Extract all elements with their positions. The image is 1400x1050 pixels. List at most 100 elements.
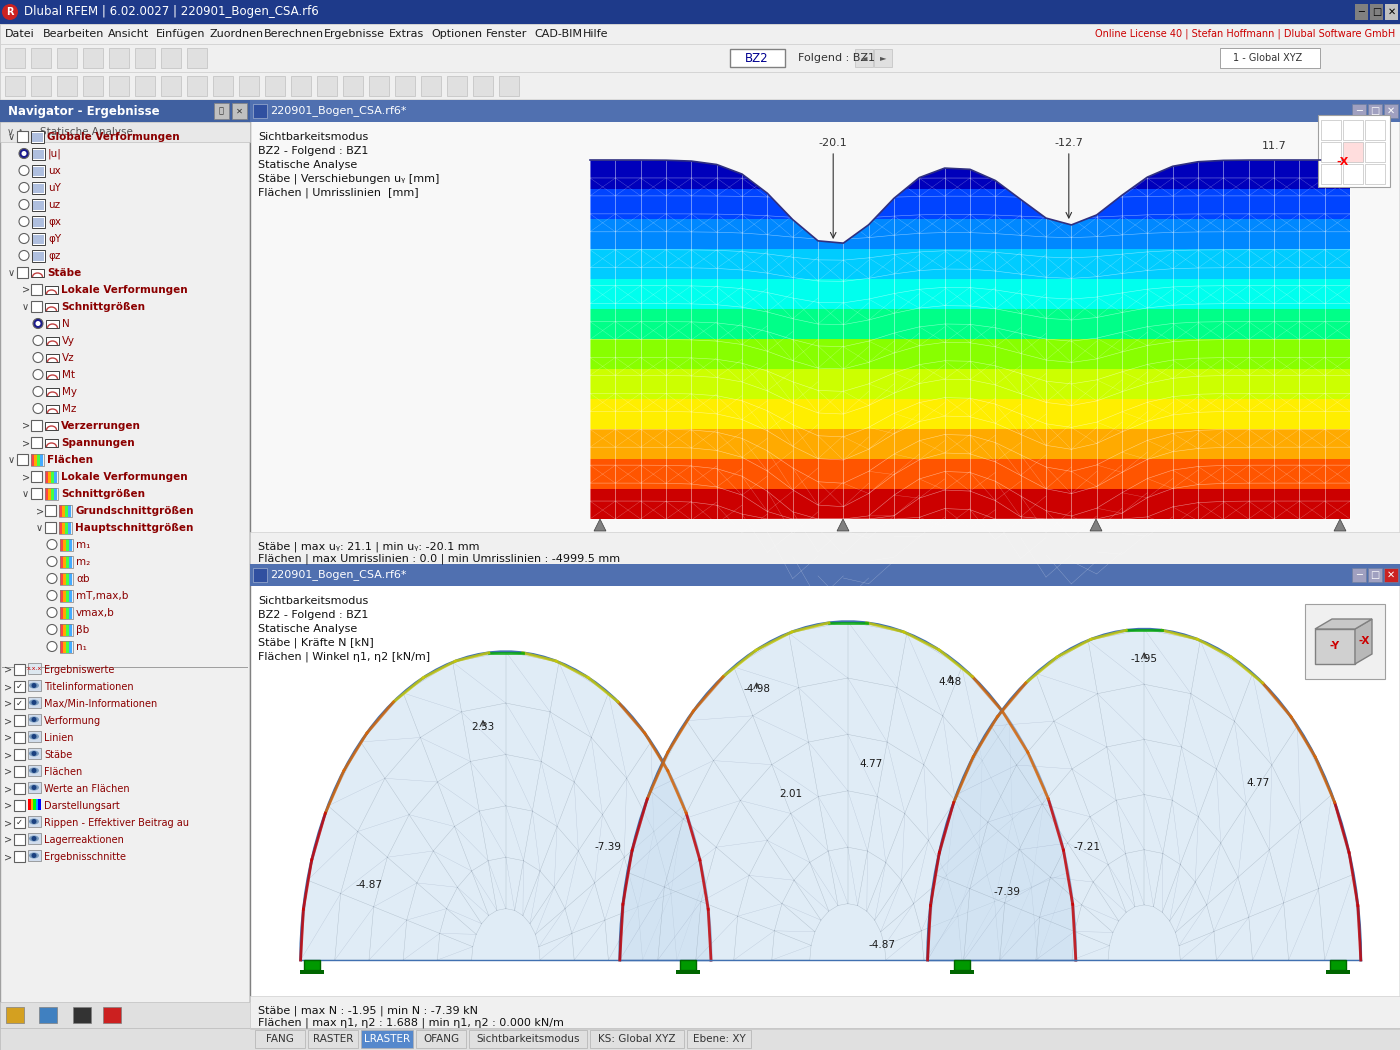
Bar [251, 100, 1400, 122]
Bar [1385, 104, 1399, 118]
Bar [32, 250, 45, 262]
Bar [1305, 604, 1385, 679]
Bar [45, 505, 56, 516]
Text: Stäbe: Stäbe [48, 268, 81, 278]
Text: Mt: Mt [62, 370, 76, 380]
Circle shape [34, 336, 43, 345]
Bar [1385, 568, 1399, 582]
Bar [31, 76, 50, 96]
Circle shape [31, 836, 36, 841]
Bar [46, 337, 59, 345]
Circle shape [34, 353, 43, 362]
Bar [0, 72, 1400, 100]
Bar [60, 556, 73, 568]
Text: -7.21: -7.21 [1074, 842, 1100, 853]
Text: Datei: Datei [6, 29, 35, 39]
Text: >: > [4, 784, 13, 794]
Bar [28, 714, 41, 724]
Bar [63, 573, 66, 585]
Text: Flächen | max η1, η2 : 1.688 | min η1, η2 : 0.000 kN/m: Flächen | max η1, η2 : 1.688 | min η1, η… [258, 1018, 564, 1029]
Ellipse shape [29, 853, 39, 859]
Bar [34, 184, 43, 193]
Bar [1326, 970, 1350, 974]
Text: >: > [22, 472, 31, 482]
Bar [60, 590, 73, 602]
Bar [729, 49, 785, 67]
Ellipse shape [29, 734, 39, 739]
Bar [66, 573, 69, 585]
Text: Zuordnen: Zuordnen [210, 29, 265, 39]
Text: Statische Analyse: Statische Analyse [258, 624, 357, 634]
Bar [45, 522, 56, 533]
Ellipse shape [29, 768, 39, 774]
Ellipse shape [29, 751, 39, 756]
Bar [59, 505, 71, 517]
Bar [28, 799, 31, 810]
Text: ◄: ◄ [861, 54, 867, 63]
Bar [251, 532, 1400, 564]
Circle shape [31, 717, 36, 722]
Circle shape [31, 682, 36, 688]
Text: ∨: ∨ [8, 132, 15, 142]
Polygon shape [1315, 629, 1355, 664]
Text: Stäbe | max uᵧ: 21.1 | min uᵧ: -20.1 mm: Stäbe | max uᵧ: 21.1 | min uᵧ: -20.1 mm [258, 542, 479, 552]
Text: Berechnen: Berechnen [265, 29, 325, 39]
Bar [589, 428, 1350, 459]
Bar [50, 471, 55, 483]
Text: Bearbeiten: Bearbeiten [42, 29, 104, 39]
Bar [66, 640, 69, 653]
Text: Ergebnisse: Ergebnisse [323, 29, 385, 39]
Text: Sichtbarkeitsmodus: Sichtbarkeitsmodus [476, 1034, 580, 1044]
Polygon shape [301, 652, 711, 960]
Text: Online License 40 | Stefan Hoffmann | Dlubal Software GmbH: Online License 40 | Stefan Hoffmann | Dl… [1095, 28, 1394, 39]
Bar [69, 556, 71, 568]
Text: Stäbe | Verschiebungen uᵧ [mm]: Stäbe | Verschiebungen uᵧ [mm] [258, 174, 440, 185]
Text: 2.01: 2.01 [780, 790, 802, 799]
Bar [28, 697, 41, 708]
Text: Rippen - Effektiver Beitrag au: Rippen - Effektiver Beitrag au [43, 818, 189, 828]
Text: -20.1: -20.1 [819, 138, 847, 148]
Bar [60, 573, 73, 585]
Bar [14, 715, 25, 726]
Polygon shape [1315, 620, 1372, 629]
Text: Ergebnisschnitte: Ergebnisschnitte [43, 852, 126, 862]
Bar [1352, 568, 1366, 582]
Bar [45, 303, 57, 311]
Text: >: > [22, 438, 31, 448]
Bar [64, 522, 69, 534]
Text: >: > [4, 801, 13, 811]
Bar [60, 556, 63, 568]
Bar [255, 614, 1394, 990]
Text: ∨: ∨ [8, 268, 15, 278]
Bar [34, 218, 43, 227]
Text: Max/Min-Informationen: Max/Min-Informationen [43, 699, 157, 709]
Text: ∨: ∨ [22, 489, 29, 499]
Bar [161, 76, 181, 96]
Text: OFANG: OFANG [423, 1034, 459, 1044]
Bar [60, 640, 63, 653]
Polygon shape [620, 622, 1075, 960]
Text: ✕: ✕ [237, 106, 244, 116]
Bar [14, 800, 25, 811]
Text: 4.48: 4.48 [939, 676, 962, 687]
Text: ∨: ∨ [8, 455, 15, 465]
Text: m₂: m₂ [76, 556, 90, 567]
Bar [34, 235, 43, 244]
Text: Hilfe: Hilfe [582, 29, 608, 39]
Text: □: □ [1371, 106, 1379, 116]
Circle shape [20, 251, 29, 260]
Ellipse shape [29, 682, 39, 689]
Text: >: > [22, 285, 31, 295]
Circle shape [1, 4, 18, 20]
Bar [31, 488, 42, 499]
Bar [304, 960, 321, 970]
Text: Ansicht: Ansicht [108, 29, 148, 39]
Bar [874, 49, 892, 67]
Text: Folgend : BZ1: Folgend : BZ1 [798, 52, 875, 63]
Bar [1322, 120, 1341, 140]
Text: Statische Analyse: Statische Analyse [258, 160, 357, 170]
Bar [31, 269, 43, 277]
Bar [589, 1030, 685, 1048]
Bar [48, 471, 50, 483]
Bar [45, 439, 57, 447]
